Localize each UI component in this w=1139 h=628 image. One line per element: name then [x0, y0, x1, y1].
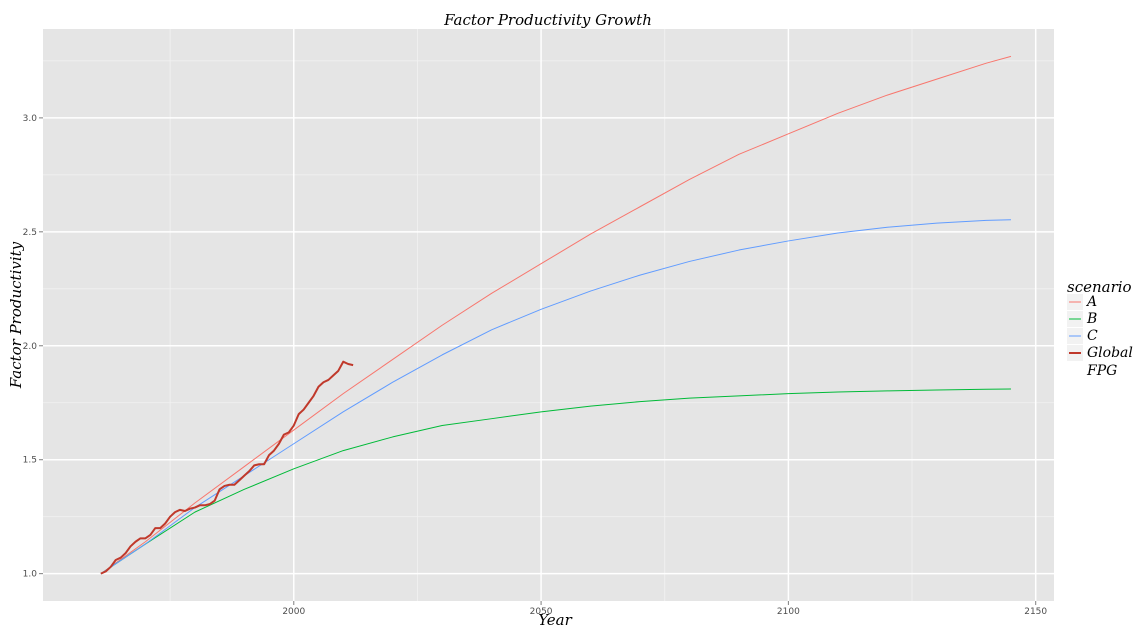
chart-title: Factor Productivity Growth [443, 11, 652, 29]
x-tick-label: 2050 [530, 607, 553, 617]
x-axis-ticks: 2000 2050 2100 2150 [282, 601, 1047, 617]
plot-background [43, 29, 1054, 601]
x-tick-label: 2000 [282, 607, 305, 617]
series-line-b [100, 388, 1011, 575]
y-tick-label: 1.5 [23, 456, 37, 466]
series-line-global-fpg [100, 360, 354, 575]
legend-label-a: A [1085, 294, 1097, 310]
y-tick-label: 2.5 [23, 228, 37, 238]
y-axis-title: Factor Productivity [7, 241, 25, 389]
x-tick-label: 2100 [777, 607, 800, 617]
series-line-c [100, 219, 1011, 575]
series-layer [100, 55, 1012, 575]
series-line-a [100, 55, 1012, 575]
y-tick-label: 2.0 [23, 342, 38, 352]
legend-label-c: C [1087, 328, 1098, 344]
legend-title: scenario [1067, 278, 1132, 296]
x-tick-label: 2150 [1024, 607, 1047, 617]
legend-label-global-fpg: Global FPG [1086, 345, 1133, 379]
y-tick-label: 1.0 [23, 570, 38, 580]
y-axis-ticks: 1.0 1.5 2.0 2.5 3.0 [23, 114, 43, 580]
grid-major [43, 29, 1054, 601]
grid-minor [43, 29, 1054, 601]
legend-label-b: B [1086, 311, 1097, 327]
y-tick-label: 3.0 [23, 114, 38, 124]
x-axis-title: Year [538, 611, 572, 628]
